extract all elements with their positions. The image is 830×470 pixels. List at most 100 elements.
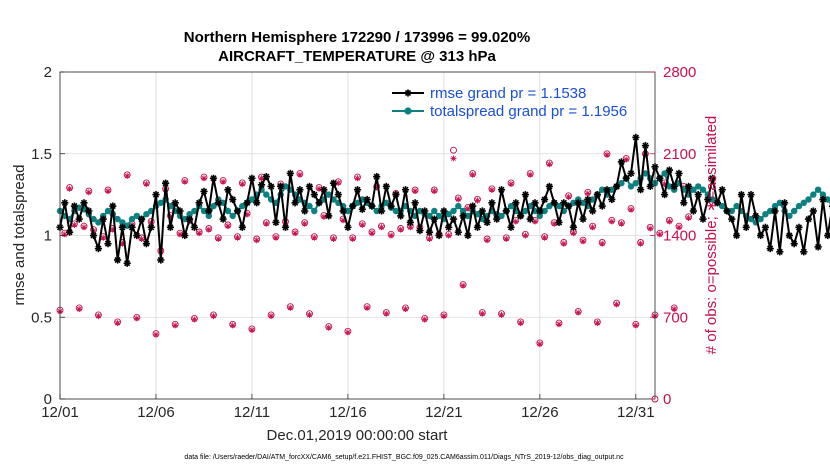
rmse-point-stroke — [152, 191, 160, 198]
rmse-point — [214, 199, 222, 207]
totalspread-point — [383, 199, 390, 206]
rmse-point-stroke — [805, 216, 812, 223]
rmse-point — [123, 259, 131, 267]
obs-assimilated-marker-stroke — [503, 236, 509, 242]
rmse-point-stroke — [205, 207, 212, 215]
obs-assimilated-marker-stroke — [254, 237, 260, 243]
rmse-point — [502, 207, 510, 215]
legend-rmse-star — [404, 89, 412, 97]
obs-assimilated-marker-stroke — [489, 187, 495, 193]
rmse-point-stroke — [704, 196, 711, 203]
rmse-point-stroke — [435, 232, 443, 239]
totalspread-point — [805, 196, 812, 203]
totalspread-point — [114, 215, 121, 223]
obs-assimilated-marker — [258, 175, 265, 182]
totalspread-point — [661, 170, 668, 177]
rmse-point — [142, 240, 150, 248]
totalspread-point — [795, 202, 803, 210]
rmse-point-stroke — [407, 219, 414, 226]
rmse-point — [128, 223, 136, 231]
obs-assimilated-marker-stroke — [460, 283, 466, 289]
rmse-point-stroke — [128, 224, 136, 231]
rmse-point-stroke — [387, 202, 395, 210]
obs-assimilated-marker — [508, 181, 514, 188]
obs-assimilated-marker-stroke — [379, 224, 384, 230]
rmse-point-stroke — [66, 229, 73, 236]
obs-assimilated-marker — [66, 185, 73, 192]
rmse-point — [469, 202, 477, 210]
rmse-point — [344, 223, 352, 231]
rmse-point-stroke — [507, 224, 515, 231]
obs-assimilated-marker — [431, 188, 438, 195]
rmse-point — [70, 202, 78, 210]
rmse-point-stroke — [200, 188, 208, 195]
totalspread-point — [771, 202, 779, 210]
obs-assimilated-marker-stroke — [498, 312, 504, 318]
rmse-point — [622, 174, 630, 182]
obs-assimilated-marker — [383, 310, 390, 317]
totalspread-point — [263, 191, 270, 198]
totalspread-point — [709, 196, 716, 203]
rmse-point — [325, 212, 333, 220]
rmse-point — [99, 215, 107, 223]
rmse-point — [584, 195, 592, 204]
rmse-point — [742, 223, 750, 231]
obs-assimilated-marker-stroke — [359, 222, 365, 228]
rmse-point — [387, 202, 395, 210]
rmse-point-stroke — [301, 207, 308, 215]
legend-spread-dot — [404, 107, 412, 115]
rmse-point-stroke — [431, 216, 438, 223]
rmse-point-stroke — [138, 216, 145, 223]
rmse-point — [747, 191, 755, 199]
rmse-point — [90, 231, 98, 240]
obs-assimilated-marker-stroke — [614, 301, 620, 307]
totalspread-point — [810, 191, 817, 198]
rmse-point-stroke — [220, 216, 227, 223]
rmse-point — [737, 191, 745, 199]
totalspread-point — [426, 212, 433, 220]
rmse-point — [430, 215, 438, 223]
rmse-point — [315, 199, 323, 207]
rmse-point — [411, 199, 419, 207]
obs-assimilated-marker-stroke — [422, 317, 428, 323]
obs-assimilated-marker — [196, 230, 203, 237]
totalspread-point — [157, 199, 164, 206]
rmse-point — [229, 195, 237, 204]
rmse-point — [440, 207, 448, 215]
rmse-point-stroke — [239, 224, 246, 231]
chart-subtitle: AIRCRAFT_TEMPERATURE @ 313 hPa — [218, 48, 496, 65]
obs-assimilated-marker-stroke — [599, 241, 605, 247]
rmse-point — [181, 231, 189, 240]
obs-assimilated-marker — [527, 171, 534, 178]
obs-assimilated-marker-stroke — [527, 172, 533, 178]
obs-assimilated-marker — [292, 230, 299, 237]
rmse-point-stroke — [349, 202, 356, 210]
y-tick-label: 2 — [44, 64, 52, 81]
totalspread-point — [522, 207, 529, 215]
obs-assimilated-marker — [570, 230, 577, 237]
rmse-point — [521, 191, 529, 199]
obs-assimilated-marker-stroke — [455, 196, 461, 202]
rmse-point — [598, 202, 606, 210]
rmse-point-stroke — [623, 175, 630, 182]
obs-assimilated-marker-stroke — [633, 322, 639, 328]
rmse-point — [665, 166, 673, 174]
obs-assimilated-marker — [239, 181, 246, 188]
obs-assimilated-marker — [354, 175, 361, 182]
rmse-point-stroke — [695, 191, 702, 198]
obs-assimilated-marker — [201, 175, 207, 182]
rmse-point — [147, 223, 155, 231]
rmse-point-stroke — [344, 224, 351, 231]
rmse-point — [536, 207, 544, 215]
rmse-point — [224, 186, 232, 194]
obs-assimilated-marker — [618, 220, 625, 227]
ticks: 12/01 12/06 12/11 12/16 12/21 12/26 12/31 0 0.5 1… — [31, 64, 696, 421]
rmse-point — [459, 212, 467, 220]
obs-assimilated-marker — [503, 236, 510, 242]
rmse-point-stroke — [819, 196, 827, 203]
obs-assimilated-marker-stroke — [388, 233, 394, 238]
rmse-point-stroke — [368, 202, 375, 210]
totalspread-point — [791, 207, 798, 215]
rmse-point-stroke — [551, 199, 558, 206]
